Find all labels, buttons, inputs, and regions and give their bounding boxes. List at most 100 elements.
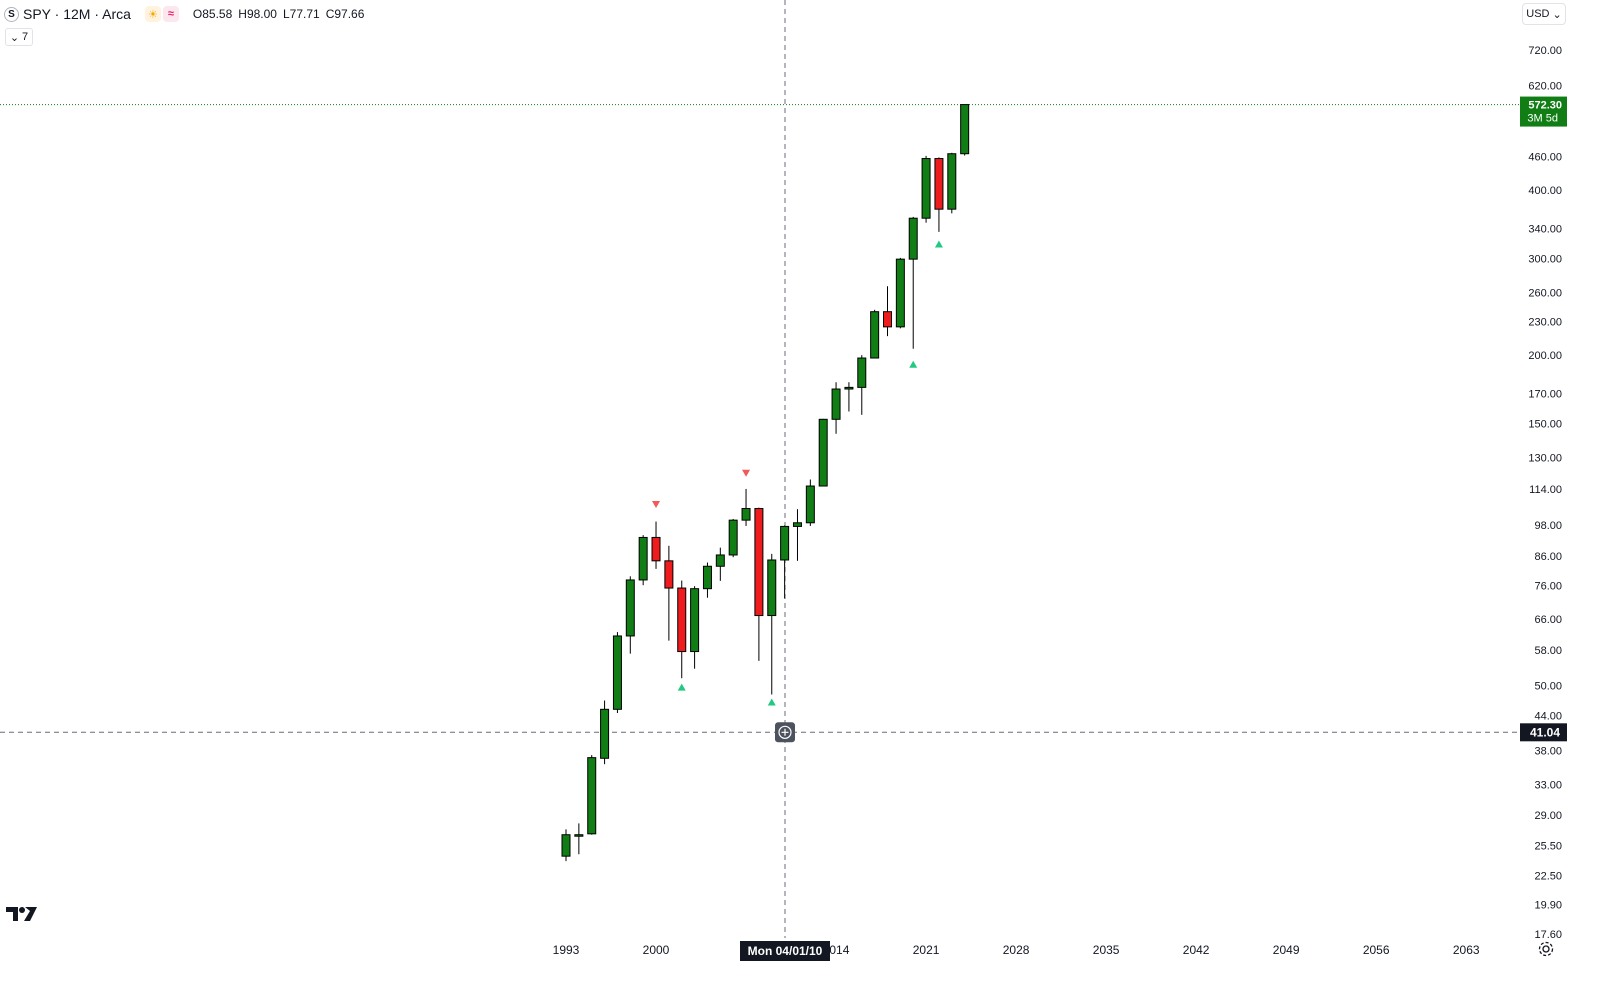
candle-body	[767, 559, 777, 617]
candle-body	[728, 519, 738, 556]
plus-circle-icon	[778, 725, 792, 739]
time-axis-label: 2056	[1363, 943, 1390, 957]
signal-down-marker	[742, 469, 751, 477]
candle-body	[921, 158, 931, 219]
signal-up-marker	[677, 683, 686, 691]
candle-body	[587, 757, 597, 835]
candle-body	[844, 386, 854, 390]
candle-body	[831, 388, 841, 420]
price-axis-label: 22.50	[1534, 870, 1562, 882]
low-value: L77.71	[282, 7, 320, 21]
price-axis-label: 29.00	[1534, 810, 1562, 822]
candle-body	[612, 635, 622, 710]
price-axis-label: 400.00	[1528, 185, 1562, 197]
candle-body	[651, 536, 661, 562]
price-axis-label: 260.00	[1528, 288, 1562, 300]
price-axis-label: 17.60	[1534, 929, 1562, 941]
high-value: H98.00	[238, 7, 277, 21]
price-axis-label: 620.00	[1528, 81, 1562, 93]
candle-body	[574, 834, 584, 837]
price-axis-label: 58.00	[1534, 645, 1562, 657]
time-axis-label: 2000	[643, 943, 670, 957]
tradingview-logo-icon[interactable]	[6, 906, 38, 924]
candle-body	[780, 525, 790, 561]
last-price-label-bg	[1520, 96, 1567, 127]
currency-selector[interactable]: USD ⌄	[1522, 3, 1566, 25]
price-axis-label: 130.00	[1528, 453, 1562, 465]
price-axis-label: 720.00	[1528, 45, 1562, 57]
signal-down-marker	[652, 501, 661, 509]
crosshair-price-label-bg	[1520, 723, 1567, 742]
price-axis-label: 86.00	[1534, 551, 1562, 563]
currency-label: USD	[1526, 8, 1550, 20]
price-axis-label: 340.00	[1528, 224, 1562, 236]
candle-body	[638, 536, 648, 581]
candle-body	[805, 485, 815, 524]
chevron-down-icon: ⌄	[9, 31, 20, 44]
time-axis-label: 2049	[1273, 943, 1300, 957]
indicators-collapse-button[interactable]: ⌄ 7	[5, 28, 33, 46]
time-axis-label: 2035	[1093, 943, 1120, 957]
time-axis-label: 2028	[1003, 943, 1030, 957]
price-axis-label: 76.00	[1534, 581, 1562, 593]
ohlc-values: O85.58 H98.00 L77.71 C97.66	[193, 7, 364, 21]
status-badges: ☀ ≈	[144, 6, 179, 22]
price-axis-label: 300.00	[1528, 253, 1562, 265]
price-axis-label: 44.00	[1534, 711, 1562, 723]
candle-body	[908, 217, 918, 260]
price-axis-label: 98.00	[1534, 520, 1562, 532]
price-axis-label: 200.00	[1528, 350, 1562, 362]
candle-body	[792, 522, 802, 527]
chevron-down-icon: ⌄	[1552, 8, 1562, 21]
candle-body	[895, 258, 905, 328]
price-axis-label: 150.00	[1528, 419, 1562, 431]
candle-body	[947, 153, 957, 210]
price-axis-label: 230.00	[1528, 317, 1562, 329]
candle-body	[715, 554, 725, 567]
open-value: O85.58	[192, 7, 233, 21]
price-axis-label: 19.90	[1534, 900, 1562, 912]
price-axis-label: 170.00	[1528, 389, 1562, 401]
chart-legend: S SPY · 12M · Arca ☀ ≈ O85.58 H98.00 L77…	[4, 4, 364, 24]
time-axis-label: 2042	[1183, 943, 1210, 957]
close-value: C97.66	[325, 7, 365, 21]
candle-body	[754, 508, 764, 617]
crosshair-date-label-bg	[740, 941, 830, 961]
candle-body	[818, 418, 828, 487]
candle-body	[664, 560, 674, 589]
candle-body	[702, 565, 712, 590]
bar-countdown-label: 3M 5d	[1527, 113, 1558, 125]
candle-body	[857, 357, 867, 388]
price-axis-label: 33.00	[1534, 779, 1562, 791]
last-price-label: 572.30	[1528, 100, 1562, 112]
wave-icon[interactable]: ≈	[162, 6, 179, 22]
symbol-icon[interactable]: S	[4, 6, 19, 22]
candle-body	[934, 158, 944, 210]
time-axis-label: 2021	[913, 943, 940, 957]
candle-body	[561, 834, 571, 857]
time-axis-label: 1993	[553, 943, 580, 957]
price-axis-label: 38.00	[1534, 746, 1562, 758]
candle-body	[960, 104, 970, 155]
plus-icon	[781, 728, 789, 736]
symbol-title[interactable]: SPY · 12M · Arca	[23, 6, 131, 22]
sun-icon[interactable]: ☀	[144, 6, 161, 22]
candle-body	[600, 708, 610, 759]
candle-body	[677, 587, 687, 653]
candle-body	[690, 588, 700, 653]
gear-icon[interactable]	[1537, 940, 1555, 958]
price-axis-label: 66.00	[1534, 614, 1562, 626]
time-axis-label: 2063	[1453, 943, 1480, 957]
price-axis-label: 50.00	[1534, 680, 1562, 692]
price-axis-label: 25.50	[1534, 841, 1562, 853]
indicators-count: 7	[22, 31, 29, 43]
signal-up-marker	[767, 698, 776, 706]
signal-up-marker	[934, 240, 943, 248]
price-axis-label: 460.00	[1528, 152, 1562, 164]
signal-up-marker	[909, 360, 918, 368]
candle-body	[870, 311, 880, 359]
candle-body	[883, 311, 892, 328]
price-axis-label: 114.00	[1529, 484, 1562, 496]
crosshair-price-label: 41.04	[1530, 725, 1560, 739]
